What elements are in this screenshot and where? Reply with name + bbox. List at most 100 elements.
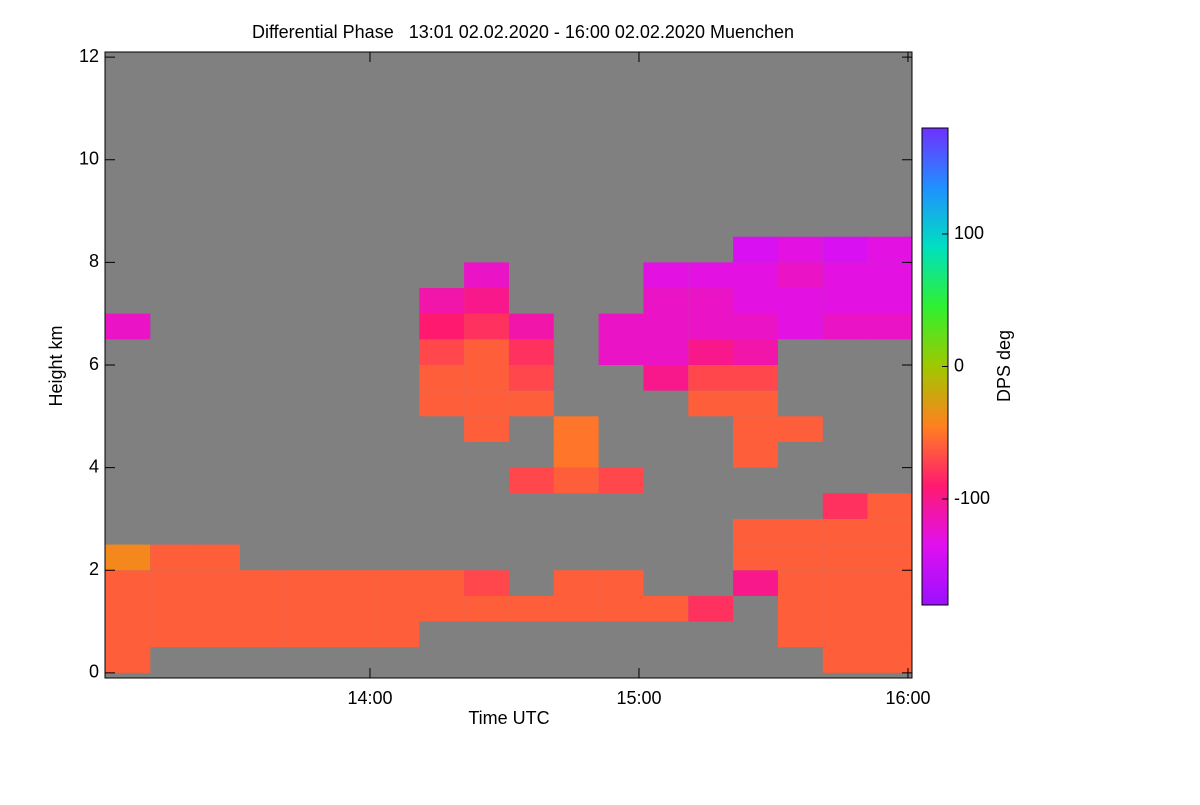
heatmap-cell (329, 570, 375, 596)
heatmap-cell (777, 288, 823, 314)
heatmap-cell (822, 288, 868, 314)
colorbar-tick-label: 100 (954, 223, 984, 243)
heatmap-cell (105, 544, 151, 571)
heatmap-cell (822, 262, 868, 289)
heatmap-cell (688, 365, 734, 391)
heatmap-cell (553, 467, 599, 494)
heatmap-cell (867, 236, 912, 263)
heatmap-cell (464, 339, 509, 365)
heatmap-cell (508, 467, 554, 494)
heatmap-cell (239, 621, 285, 648)
heatmap-cell (733, 441, 778, 468)
heatmap-cell (777, 416, 823, 442)
heatmap-cell (733, 339, 778, 365)
heatmap-cell (105, 595, 151, 622)
heatmap-cell (867, 313, 912, 340)
heatmap-cell (822, 236, 868, 263)
heatmap-cell (733, 313, 778, 340)
heatmap-cell (688, 262, 734, 289)
heatmap-cell (822, 647, 868, 673)
heatmap-cell (284, 595, 330, 622)
heatmap-cell (419, 288, 465, 314)
heatmap-cell (822, 493, 868, 519)
heatmap-cell (195, 621, 240, 648)
heatmap-cell (239, 595, 285, 622)
heatmap-cell (688, 339, 734, 365)
colorbar-label: DPS deg (994, 330, 1014, 402)
heatmap-cell (508, 313, 554, 340)
heatmap-cell (598, 467, 644, 494)
heatmap-cell (643, 288, 689, 314)
heatmap-cell (867, 493, 912, 519)
heatmap-cell (643, 339, 689, 365)
heatmap-cell (464, 595, 509, 622)
heatmap-cell (464, 416, 509, 442)
heatmap-cell (777, 570, 823, 596)
heatmap-cell (195, 570, 240, 596)
heatmap-cell (733, 518, 778, 545)
heatmap-cell (329, 595, 375, 622)
heatmap-cell (329, 621, 375, 648)
heatmap-cell (419, 390, 465, 417)
heatmap-cell (598, 570, 644, 596)
heatmap-cell (867, 288, 912, 314)
heatmap-cell (105, 621, 151, 648)
heatmap-cell (598, 339, 644, 365)
heatmap-cell (553, 441, 599, 468)
heatmap-cell (150, 595, 196, 622)
heatmap-cell (733, 416, 778, 442)
heatmap-cell (777, 621, 823, 648)
heatmap-cell (508, 365, 554, 391)
heatmap-cell (553, 570, 599, 596)
heatmap-cell (553, 416, 599, 442)
colorbar-tick-label: -100 (954, 488, 990, 508)
heatmap-cell (643, 313, 689, 340)
heatmap-cell (688, 313, 734, 340)
heatmap-cell (464, 390, 509, 417)
heatmap-cell (464, 313, 509, 340)
colorbar-tick-label: 0 (954, 355, 964, 375)
heatmap-cell (374, 595, 420, 622)
heatmap-cell (195, 544, 240, 571)
heatmap-cell (822, 595, 868, 622)
heatmap-cell (777, 313, 823, 340)
heatmap-cell (822, 621, 868, 648)
heatmap-cell (598, 595, 644, 622)
heatmap-cell (284, 621, 330, 648)
heatmap-cell (419, 313, 465, 340)
heatmap-cell (598, 313, 644, 340)
heatmap-cell (105, 313, 151, 340)
heatmap-cell (150, 621, 196, 648)
heatmap-cell (733, 262, 778, 289)
heatmap-cell (822, 313, 868, 340)
heatmap-cell (733, 544, 778, 571)
heatmap-cell (419, 339, 465, 365)
heatmap-cell (508, 595, 554, 622)
heatmap-cell (867, 647, 912, 673)
heatmap-cell (822, 544, 868, 571)
heatmap-cell (733, 236, 778, 263)
heatmap-cell (464, 288, 509, 314)
heatmap-cell (777, 518, 823, 545)
heatmap-cell (777, 595, 823, 622)
heatmap-cell (464, 365, 509, 391)
heatmap-cell (688, 390, 734, 417)
heatmap-cell (419, 570, 465, 596)
x-tick-label: 16:00 (885, 688, 930, 708)
heatmap-cell (777, 262, 823, 289)
heatmap-cell (867, 544, 912, 571)
heatmap-cell (822, 570, 868, 596)
heatmap-cell (733, 570, 778, 596)
heatmap-cell (464, 570, 509, 596)
y-tick-label: 2 (89, 559, 99, 579)
heatmap-cell (777, 544, 823, 571)
x-tick-label: 15:00 (616, 688, 661, 708)
heatmap-cell (508, 339, 554, 365)
heatmap-cell (374, 621, 420, 648)
x-tick-label: 14:00 (347, 688, 392, 708)
heatmap-cell (643, 365, 689, 391)
y-tick-label: 10 (79, 149, 99, 169)
heatmap-cell (867, 570, 912, 596)
heatmap-cell (374, 570, 420, 596)
